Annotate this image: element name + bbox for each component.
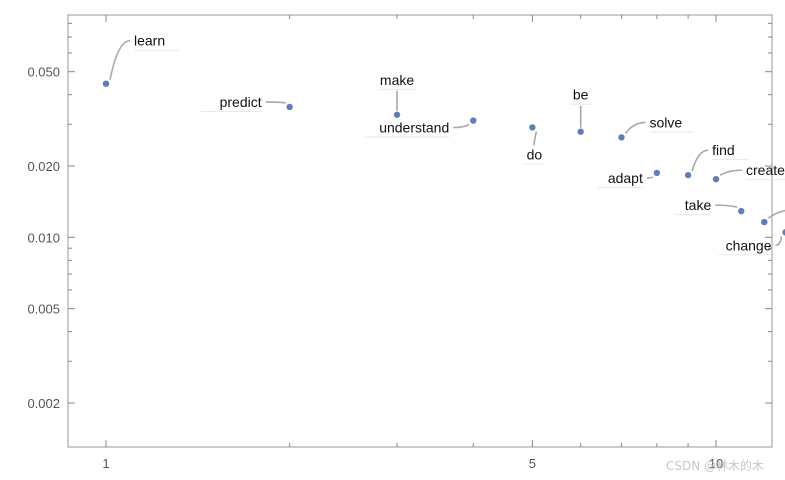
data-point	[712, 175, 720, 183]
word-labels: learn predict make understand do be solve adapt…	[134, 33, 785, 256]
callout-line	[265, 101, 286, 104]
y-tick-label: 0.020	[27, 159, 60, 174]
word-label-change: change	[726, 237, 772, 253]
callout-line	[715, 204, 738, 208]
data-points	[102, 80, 785, 236]
label-underline	[569, 103, 592, 105]
word-label-find: find	[712, 142, 735, 158]
callout-line	[775, 236, 783, 247]
data-point	[529, 124, 536, 131]
label-underline	[674, 214, 712, 216]
callout-lines	[109, 39, 785, 247]
word-label-be: be	[573, 87, 589, 103]
word-label-make: make	[380, 72, 414, 88]
data-point	[653, 169, 661, 177]
word-label-predict: predict	[220, 94, 262, 110]
label-underline	[746, 179, 785, 181]
label-underline	[649, 131, 695, 133]
callout-line	[719, 169, 743, 176]
data-point	[102, 80, 110, 87]
callout-line	[109, 39, 131, 80]
y-axis: 0.002 0.005 0.010 0.020 0.050	[27, 22, 772, 411]
word-label-take: take	[685, 197, 712, 213]
word-label-learn: learn	[134, 33, 165, 49]
y-tick-label: 0.050	[27, 65, 60, 80]
word-label-create: create	[746, 162, 785, 178]
word-label-solve: solve	[650, 114, 683, 130]
x-tick-label: 1	[102, 456, 109, 471]
watermark-text: CSDN @林木的木	[666, 458, 764, 473]
x-axis: 151050100	[102, 15, 723, 471]
label-underline	[365, 136, 450, 138]
label-underline	[718, 254, 772, 256]
label-underline	[597, 186, 643, 188]
y-tick-label: 0.002	[27, 396, 60, 411]
label-underline	[201, 110, 262, 112]
data-point	[782, 229, 785, 236]
y-tick-label: 0.005	[27, 302, 60, 317]
plot-frame	[67, 14, 773, 448]
word-label-adapt: adapt	[608, 170, 643, 186]
y-tick-label: 0.010	[27, 230, 60, 245]
callout-line	[453, 123, 470, 129]
callout-line	[533, 131, 538, 147]
label-underline	[134, 49, 179, 51]
label-underline	[712, 159, 750, 161]
data-point	[577, 128, 584, 135]
data-point	[618, 134, 625, 141]
callout-line	[691, 149, 709, 172]
label-underline	[378, 88, 416, 90]
callout-line	[646, 176, 654, 179]
x-tick-label: 10	[709, 456, 723, 471]
word-label-do: do	[527, 146, 543, 162]
data-point	[470, 117, 477, 124]
data-point	[393, 111, 401, 118]
callout-line	[767, 209, 785, 219]
data-point	[761, 218, 768, 226]
word-label-understand: understand	[379, 120, 449, 136]
data-point	[738, 207, 745, 215]
x-tick-label: 5	[529, 456, 536, 471]
callout-line	[624, 121, 646, 134]
data-point	[684, 171, 692, 179]
label-underline	[523, 163, 546, 165]
data-point	[286, 103, 293, 111]
